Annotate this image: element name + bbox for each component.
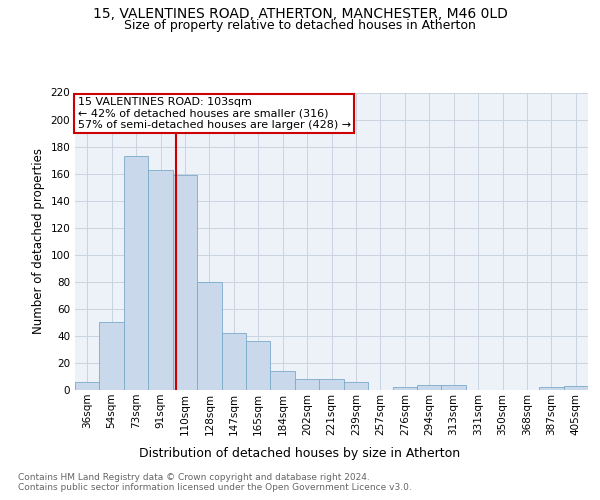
Text: 15, VALENTINES ROAD, ATHERTON, MANCHESTER, M46 0LD: 15, VALENTINES ROAD, ATHERTON, MANCHESTE…	[92, 8, 508, 22]
Bar	[173, 175, 197, 390]
Bar	[319, 379, 344, 390]
Bar	[271, 371, 295, 390]
Text: Distribution of detached houses by size in Atherton: Distribution of detached houses by size …	[139, 448, 461, 460]
Bar	[563, 386, 588, 390]
Bar	[246, 342, 271, 390]
Bar	[148, 170, 173, 390]
Text: Contains HM Land Registry data © Crown copyright and database right 2024.: Contains HM Land Registry data © Crown c…	[18, 472, 370, 482]
Y-axis label: Number of detached properties: Number of detached properties	[32, 148, 45, 334]
Bar	[295, 379, 319, 390]
Text: 15 VALENTINES ROAD: 103sqm
← 42% of detached houses are smaller (316)
57% of sem: 15 VALENTINES ROAD: 103sqm ← 42% of deta…	[77, 97, 350, 130]
Bar	[392, 388, 417, 390]
Bar	[442, 384, 466, 390]
Bar	[75, 382, 100, 390]
Text: Contains public sector information licensed under the Open Government Licence v3: Contains public sector information licen…	[18, 484, 412, 492]
Text: Size of property relative to detached houses in Atherton: Size of property relative to detached ho…	[124, 19, 476, 32]
Bar	[124, 156, 148, 390]
Bar	[100, 322, 124, 390]
Bar	[221, 333, 246, 390]
Bar	[344, 382, 368, 390]
Bar	[539, 388, 563, 390]
Bar	[417, 384, 442, 390]
Bar	[197, 282, 221, 390]
